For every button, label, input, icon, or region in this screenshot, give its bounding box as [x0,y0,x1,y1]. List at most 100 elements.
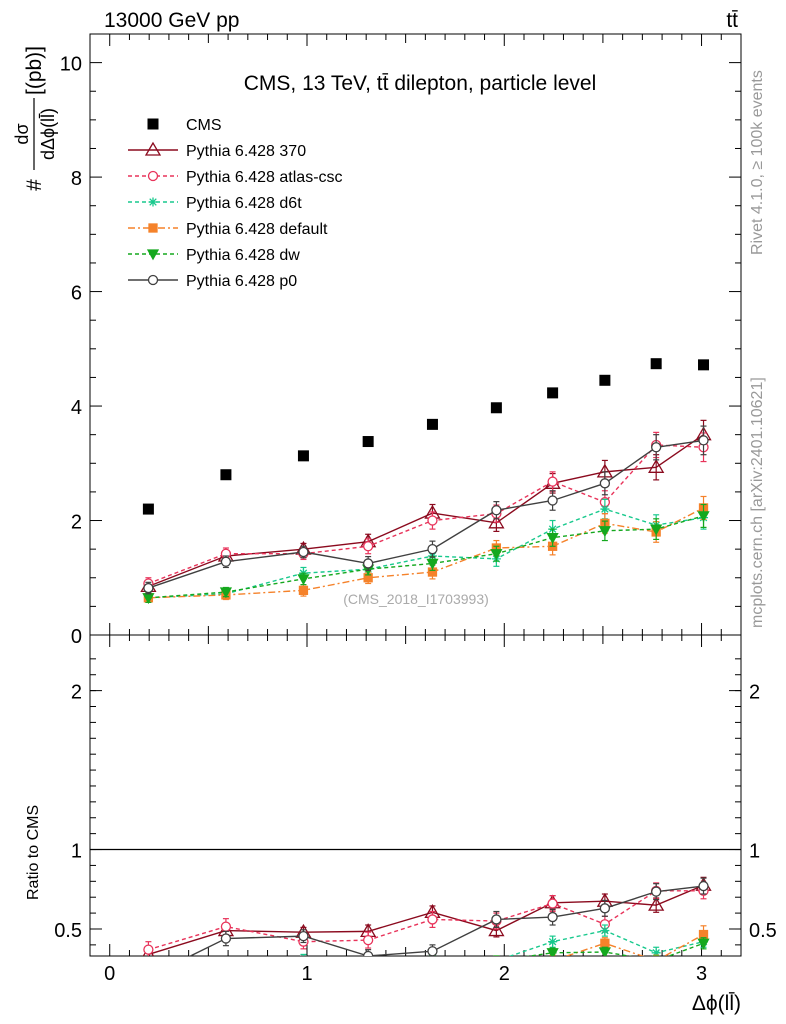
main-line-dw [148,515,704,599]
main-point-atlas [363,541,374,552]
ratio-line-370 [148,884,704,956]
main-point-p0 [220,556,232,567]
ratio-point-dw [598,947,611,956]
ratio-point-default [652,957,660,965]
ratio-point-atlas [427,914,438,925]
main-point-atlas [427,515,438,526]
main-line-default [148,507,704,599]
main-ytick-label: 4 [71,397,82,419]
main-point-dw [598,526,611,538]
main-point-default [298,585,309,596]
legend-marker [147,118,159,130]
main-ytick-label: 0 [71,626,82,648]
ratio-point-p0 [363,950,374,956]
ratio-point-d6t [600,926,610,936]
main-point-dw [650,524,663,536]
legend-item-CMS: CMS [147,117,222,134]
ratio-point-d6t [221,969,230,978]
main-series-CMS [142,358,710,515]
ratio-series-p0 [144,877,709,981]
ratio-point-370 [648,896,665,911]
ratio-point-dw [143,960,153,969]
ratio-line-default [564,933,704,956]
ratio-point-p0 [220,933,232,944]
ratio-ylabel: Ratio to CMS [25,805,42,900]
ylabel-denominator: dΔϕ(ll̄) [38,108,58,160]
legend-marker [147,170,159,182]
main-point-CMS [426,418,438,430]
ratio-series-atlas [143,882,709,956]
main-point-CMS [362,436,374,448]
main-point-370 [488,514,505,529]
main-point-p0 [363,558,374,569]
ratio-ytick-label: 1 [71,841,82,863]
main-point-370 [648,459,665,473]
ratio-point-default [428,958,436,966]
ylabel-numerator: dσ [12,123,32,144]
ratio-point-atlas [547,898,558,909]
ratio-point-370 [488,922,505,937]
ratio-ytick-label-right: 1 [749,841,760,863]
legend-label: Pythia 6.428 370 [186,143,306,160]
ratio-series-dw [143,937,710,969]
main-ylabel: # dσ dΔϕ(ll̄) [(pb)] [12,46,58,191]
main-point-p0 [298,546,309,558]
main-point-atlas [547,476,558,487]
main-series-p0 [143,425,709,595]
legend-item-atlas: Pythia 6.428 atlas-csc [128,169,343,186]
main-ytick-label: 6 [71,283,82,305]
legend-item-370: Pythia 6.428 370 [128,141,306,160]
ratio-point-p0 [547,911,558,923]
ratio-point-default [549,957,557,965]
ratio-point-dw [697,938,710,950]
ratio-line-d6t [508,929,704,956]
main-line-370 [148,434,704,587]
legend-item-p0: Pythia 6.428 p0 [128,273,297,290]
legend-label: CMS [186,117,222,134]
legend-label: Pythia 6.428 dw [186,247,300,264]
main-point-dw [219,587,233,599]
main-point-CMS [220,469,232,481]
main-point-CMS [698,359,710,371]
ylabel-prefix: # [23,179,46,191]
main-point-CMS [599,374,611,386]
ratio-point-atlas [220,921,232,932]
ylabel-unit: [(pb)] [23,46,46,95]
ratio-panel-frame [89,634,742,957]
main-series-default [143,495,709,603]
main-point-CMS [490,402,502,414]
x-tick-label: 0 [104,963,115,985]
x-tick-label: 3 [696,963,707,985]
ratio-point-default [222,969,230,977]
main-point-CMS [297,450,309,462]
ratio-point-p0 [651,886,662,897]
main-line-p0 [148,439,704,589]
ratio-point-p0 [491,914,502,925]
ratio-point-default [364,960,372,968]
ratio-ytick-label-right: 2 [749,682,760,704]
ratio-point-p0 [144,972,153,981]
ratio-point-p0 [698,880,709,892]
main-point-p0 [547,495,558,506]
legend-item-default: Pythia 6.428 default [128,221,328,238]
legend-item-dw: Pythia 6.428 dw [128,247,300,264]
ratio-point-dw [427,957,437,966]
main-line-atlas [148,444,704,585]
ratio-point-dw [546,948,559,956]
main-ytick-label: 10 [60,54,82,76]
main-series-dw [142,503,710,605]
rivet-version-label: Rivet 4.1.0, ≥ 100k events [749,70,766,255]
main-point-CMS [547,387,559,399]
x-axis-label: Δϕ(ll̄) [692,991,741,1015]
legend: CMS Pythia 6.428 370 Pythia 6.428 atlas-cs… [128,117,343,290]
ratio-point-d6t [364,956,373,965]
main-point-p0 [143,582,154,594]
ratio-point-d6t [651,948,661,956]
x-tick-label: 1 [301,963,312,985]
main-point-p0 [427,543,438,555]
ratio-point-d6t [548,937,558,947]
ratio-point-default [600,938,610,948]
axes-layer: 0 2 4 6 8 10 0 1 2 3 0.5 0.5 1 1 2 2 [54,34,777,985]
legend-label: Pythia 6.428 p0 [186,273,297,290]
